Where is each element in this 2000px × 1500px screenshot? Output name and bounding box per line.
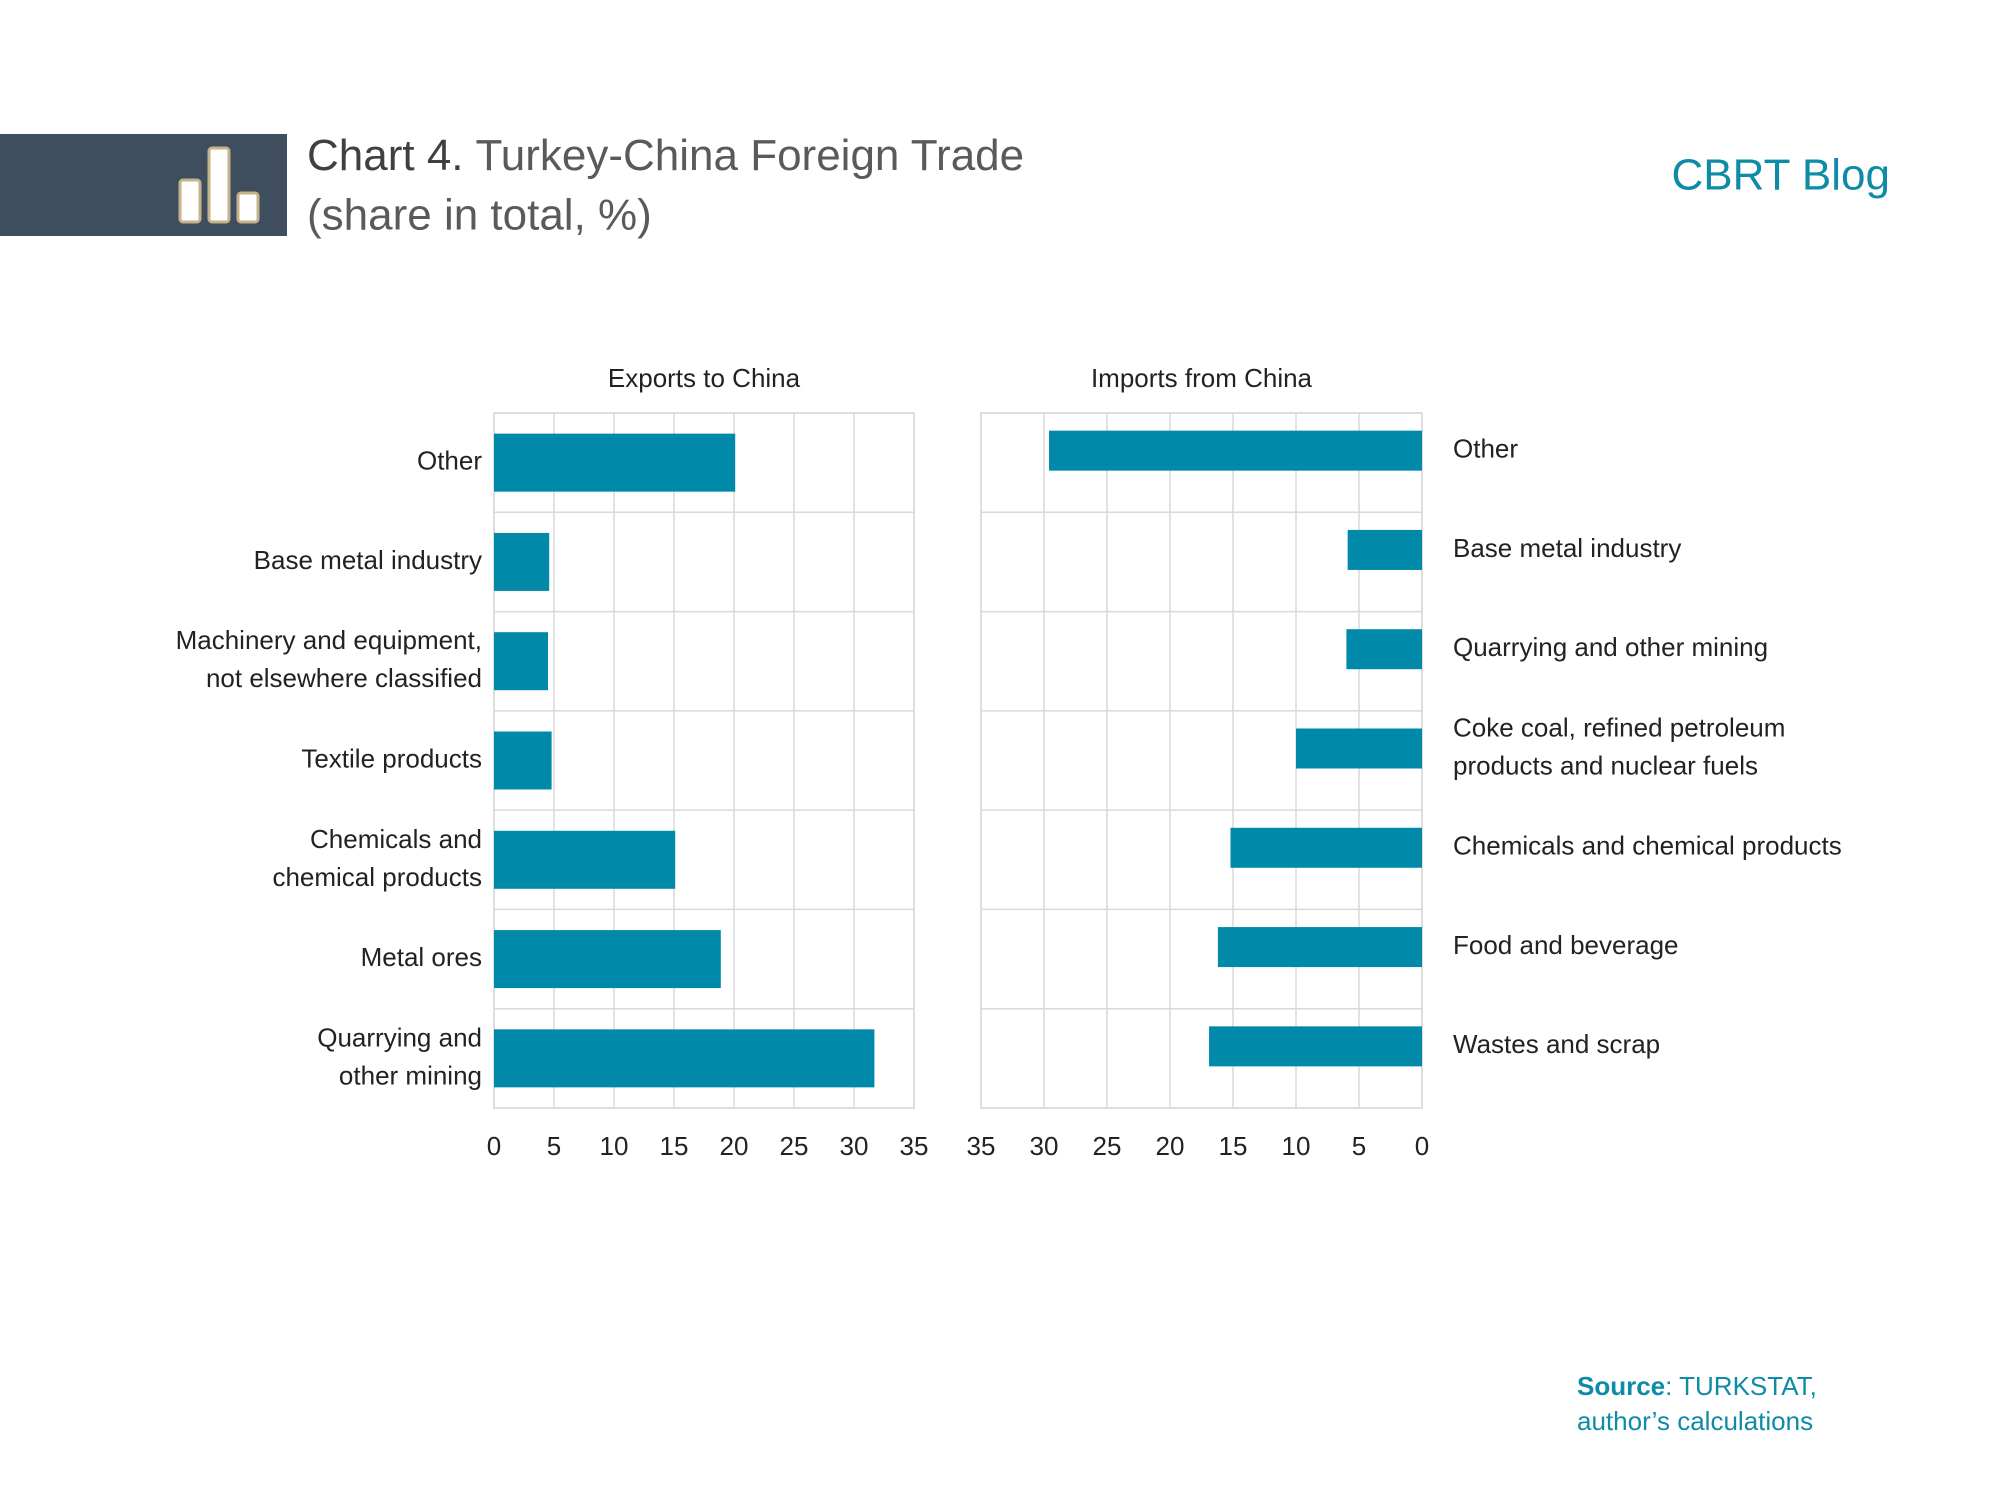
brand: CBRT Blog: [1672, 151, 1890, 200]
x-tick-label: 20: [1156, 1131, 1185, 1161]
category-label: Chemicals and chemical products: [1453, 831, 1842, 861]
subplot-title: Imports from China: [1091, 363, 1313, 393]
x-tick-label: 35: [900, 1131, 929, 1161]
category-label: Other: [1453, 434, 1518, 464]
bar: [494, 731, 552, 790]
x-tick-label: 25: [1093, 1131, 1122, 1161]
x-tick-label: 5: [547, 1131, 561, 1161]
x-tick-label: 35: [967, 1131, 996, 1161]
category-label: Food and beverage: [1453, 930, 1679, 960]
category-label: Textile products: [301, 743, 482, 773]
bar: [1217, 927, 1422, 968]
source: author’s calculations: [1577, 1406, 1813, 1436]
bar: [494, 433, 736, 492]
category-label: Machinery and equipment, not elsewhere cl…: [176, 625, 482, 693]
chart-subtitle: (share in total, %): [307, 191, 652, 240]
x-tick-label: 0: [487, 1131, 501, 1161]
subplot-title: Exports to China: [608, 363, 801, 393]
bar: [1209, 1026, 1422, 1067]
category-label: Base metal industry: [1453, 533, 1681, 563]
header-icon: [178, 146, 260, 224]
x-tick-label: 15: [1219, 1131, 1248, 1161]
category-label: Metal ores: [361, 942, 482, 972]
x-tick-label: 30: [1030, 1131, 1059, 1161]
x-tick-label: 0: [1415, 1131, 1429, 1161]
chart-title: Chart 4. Turkey-China Foreign Trade: [307, 131, 1024, 180]
bar: [1296, 728, 1422, 769]
bar: [1347, 529, 1422, 570]
category-label: Quarrying and other mining: [317, 1022, 482, 1090]
bar: [1049, 430, 1422, 471]
bar: [1230, 827, 1422, 868]
x-tick-label: 15: [660, 1131, 689, 1161]
bar: [494, 532, 550, 591]
category-label: Chemicals and chemical products: [272, 824, 482, 892]
category-label: Base metal industry: [254, 545, 482, 575]
x-tick-label: 30: [840, 1131, 869, 1161]
category-label: Coke coal, refined petroleum products and…: [1453, 712, 1785, 780]
category-label: Wastes and scrap: [1453, 1029, 1660, 1059]
bar: [1346, 629, 1422, 670]
plot-border: [493, 412, 915, 1109]
x-tick-label: 25: [780, 1131, 809, 1161]
category-label: Quarrying and other mining: [1453, 632, 1768, 662]
x-tick-label: 20: [720, 1131, 749, 1161]
bar: [494, 1029, 875, 1088]
x-tick-label: 10: [1282, 1131, 1311, 1161]
bar: [494, 930, 721, 989]
x-tick-label: 10: [600, 1131, 629, 1161]
category-label: Other: [417, 446, 482, 476]
bar: [494, 632, 548, 691]
x-tick-label: 5: [1352, 1131, 1366, 1161]
source: Source: TURKSTAT,: [1577, 1371, 1817, 1401]
bar: [494, 830, 676, 889]
